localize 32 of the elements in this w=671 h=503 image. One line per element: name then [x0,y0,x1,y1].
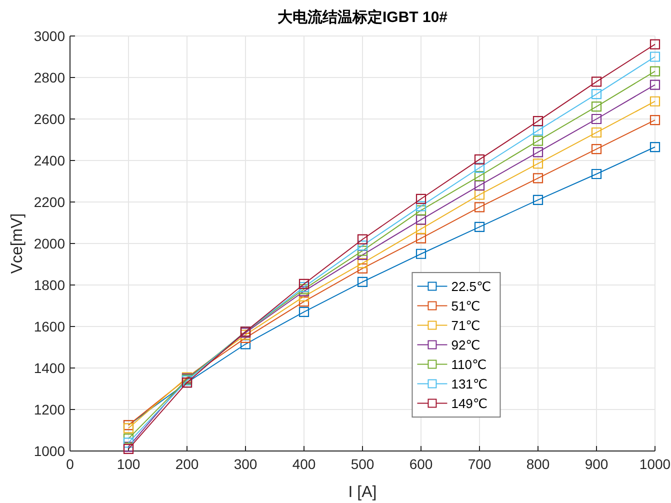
x-tick-label: 800 [526,456,550,472]
legend-label: 51℃ [451,298,480,314]
x-tick-label: 700 [468,456,492,472]
y-tick-label: 2800 [34,69,66,86]
y-tick-label: 2000 [34,235,66,252]
y-tick-label: 2200 [34,194,66,210]
chart-title: 大电流结温标定IGBT 10# [277,8,448,26]
y-tick-label: 1000 [34,442,66,459]
legend-label: 92℃ [451,337,480,352]
x-tick-label: 1000 [639,456,671,472]
legend-label: 110℃ [451,356,487,372]
y-tick-label: 3000 [34,28,66,44]
y-tick-label: 1400 [34,360,66,376]
y-tick-label: 1600 [34,318,66,334]
x-tick-label: 300 [234,456,258,472]
y-axis-title: Vce[mV] [9,213,26,274]
y-tick-label: 2600 [34,110,66,127]
legend-label: 71℃ [451,318,480,333]
x-tick-label: 500 [350,456,374,472]
x-tick-label: 900 [584,456,608,472]
x-axis-title: I [A] [348,484,377,501]
legend-label: 22.5℃ [451,278,492,294]
x-tick-label: 600 [409,456,433,472]
x-tick-label: 400 [292,456,316,472]
x-tick-label: 0 [66,456,74,472]
x-tick-label: 200 [175,456,199,472]
y-tick-label: 1800 [34,276,66,293]
y-tick-label: 2400 [34,152,66,168]
legend-label: 131℃ [451,376,488,392]
x-tick-label: 100 [116,456,140,472]
y-tick-label: 1200 [34,401,66,418]
legend-label: 149℃ [451,396,488,411]
